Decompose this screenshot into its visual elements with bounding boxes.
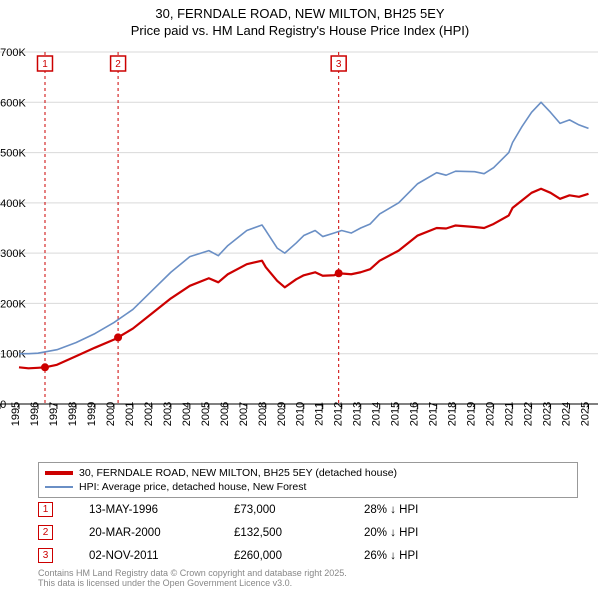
svg-text:2018: 2018 (447, 402, 459, 426)
svg-text:2003: 2003 (162, 402, 174, 426)
txn-delta: 26% ↓ HPI (364, 550, 494, 562)
svg-text:£300K: £300K (0, 248, 26, 260)
legend: 30, FERNDALE ROAD, NEW MILTON, BH25 5EY … (38, 462, 578, 498)
marker-box: 3 (38, 548, 53, 563)
txn-delta: 20% ↓ HPI (364, 527, 494, 539)
legend-item: 30, FERNDALE ROAD, NEW MILTON, BH25 5EY … (45, 466, 571, 480)
legend-swatch (45, 471, 73, 475)
svg-text:2024: 2024 (561, 402, 573, 426)
svg-text:£400K: £400K (0, 198, 26, 210)
svg-text:2007: 2007 (238, 402, 250, 426)
attribution: Contains HM Land Registry data © Crown c… (38, 568, 578, 589)
svg-text:2013: 2013 (352, 402, 364, 426)
txn-price: £260,000 (234, 550, 364, 562)
legend-label: HPI: Average price, detached house, New … (79, 480, 306, 494)
svg-text:2019: 2019 (466, 402, 478, 426)
legend-swatch (45, 486, 73, 488)
marker-box: 1 (38, 502, 53, 517)
legend-item: HPI: Average price, detached house, New … (45, 480, 571, 494)
svg-text:2002: 2002 (143, 402, 155, 426)
svg-text:2021: 2021 (504, 402, 516, 426)
svg-text:£200K: £200K (0, 298, 26, 310)
svg-text:2022: 2022 (523, 402, 535, 426)
svg-text:1: 1 (42, 59, 48, 70)
table-row: 1 13-MAY-1996 £73,000 28% ↓ HPI (38, 498, 578, 521)
svg-text:2016: 2016 (409, 402, 421, 426)
table-row: 2 20-MAR-2000 £132,500 20% ↓ HPI (38, 521, 578, 544)
svg-text:2004: 2004 (181, 402, 193, 426)
title-subtitle: Price paid vs. HM Land Registry's House … (0, 23, 600, 40)
svg-text:2006: 2006 (219, 402, 231, 426)
svg-text:1995: 1995 (10, 402, 22, 426)
attribution-line: This data is licensed under the Open Gov… (38, 578, 578, 588)
svg-text:2025: 2025 (580, 402, 592, 426)
svg-text:1996: 1996 (29, 402, 41, 426)
svg-text:1994: 1994 (0, 402, 3, 426)
svg-text:£700K: £700K (0, 47, 26, 59)
svg-text:2008: 2008 (257, 402, 269, 426)
svg-text:1997: 1997 (48, 402, 60, 426)
svg-text:£100K: £100K (0, 349, 26, 361)
svg-text:2014: 2014 (371, 402, 383, 426)
txn-date: 13-MAY-1996 (89, 504, 234, 516)
txn-date: 02-NOV-2011 (89, 550, 234, 562)
svg-text:2000: 2000 (105, 402, 117, 426)
marker-num: 3 (43, 550, 49, 561)
txn-date: 20-MAR-2000 (89, 527, 234, 539)
svg-text:2: 2 (115, 59, 121, 70)
txn-price: £132,500 (234, 527, 364, 539)
svg-text:2005: 2005 (200, 402, 212, 426)
svg-text:2017: 2017 (428, 402, 440, 426)
chart-svg: £0£100K£200K£300K£400K£500K£600K£700K199… (0, 46, 600, 456)
attribution-line: Contains HM Land Registry data © Crown c… (38, 568, 578, 578)
legend-label: 30, FERNDALE ROAD, NEW MILTON, BH25 5EY … (79, 466, 397, 480)
txn-price: £73,000 (234, 504, 364, 516)
svg-text:£600K: £600K (0, 97, 26, 109)
svg-text:2010: 2010 (295, 402, 307, 426)
svg-text:2009: 2009 (276, 402, 288, 426)
title-address: 30, FERNDALE ROAD, NEW MILTON, BH25 5EY (0, 6, 600, 23)
chart-container: 30, FERNDALE ROAD, NEW MILTON, BH25 5EY … (0, 0, 600, 590)
marker-num: 2 (43, 527, 49, 538)
chart-area: £0£100K£200K£300K£400K£500K£600K£700K199… (0, 46, 600, 456)
svg-text:1999: 1999 (86, 402, 98, 426)
svg-text:2012: 2012 (333, 402, 345, 426)
title-block: 30, FERNDALE ROAD, NEW MILTON, BH25 5EY … (0, 0, 600, 40)
svg-text:2011: 2011 (314, 402, 326, 426)
transactions-table: 1 13-MAY-1996 £73,000 28% ↓ HPI 2 20-MAR… (38, 498, 578, 567)
marker-num: 1 (43, 504, 49, 515)
svg-text:2001: 2001 (124, 402, 136, 426)
svg-text:£500K: £500K (0, 148, 26, 160)
svg-text:1998: 1998 (67, 402, 79, 426)
svg-text:3: 3 (336, 59, 342, 70)
svg-text:2015: 2015 (390, 402, 402, 426)
txn-delta: 28% ↓ HPI (364, 504, 494, 516)
svg-text:2020: 2020 (485, 402, 497, 426)
svg-text:2023: 2023 (542, 402, 554, 426)
table-row: 3 02-NOV-2011 £260,000 26% ↓ HPI (38, 544, 578, 567)
marker-box: 2 (38, 525, 53, 540)
